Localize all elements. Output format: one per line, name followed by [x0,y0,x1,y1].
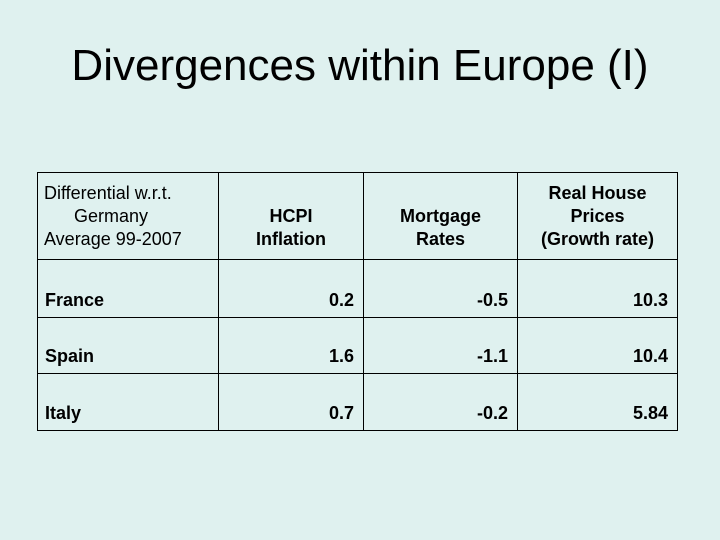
header-line: Inflation [256,229,326,249]
value-france-real-house-prices: 10.3 [517,259,678,318]
value-italy-real-house-prices: 5.84 [517,373,678,431]
value-france-mortgage-rates: -0.5 [363,259,518,318]
header-line: Prices [570,206,625,226]
header-line: Mortgage [400,206,481,226]
value-italy-hcpi-inflation: 0.7 [218,373,364,431]
row-label-spain: Spain [37,317,219,374]
header-line: Germany [74,206,149,226]
header-cell-differential: Differential w.r.t. Germany Average 99-2… [37,172,219,260]
header-cell-hcpi-inflation: HCPI Inflation [218,172,364,260]
header-line: (Growth rate) [540,229,654,249]
table-row-spain: Spain 1.6 -1.1 10.4 [37,317,678,374]
header-line: HCPI [269,206,313,226]
header-cell-real-house-prices: Real House Prices (Growth rate) [517,172,678,260]
header-line: Differential w.r.t. [44,183,172,203]
value-france-hcpi-inflation: 0.2 [218,259,364,318]
header-line: Average 99-2007 [44,229,182,249]
row-label-france: France [37,259,219,318]
table-header-row: Differential w.r.t. Germany Average 99-2… [37,172,678,260]
table-row-italy: Italy 0.7 -0.2 5.84 [37,373,678,431]
slide-title: Divergences within Europe (I) [71,41,649,90]
header-line: Real House [548,183,647,203]
header-cell-mortgage-rates: Mortgage Rates [363,172,518,260]
table-row-france: France 0.2 -0.5 10.3 [37,259,678,318]
value-spain-real-house-prices: 10.4 [517,317,678,374]
divergence-table: Differential w.r.t. Germany Average 99-2… [37,172,678,431]
value-italy-mortgage-rates: -0.2 [363,373,518,431]
row-label-italy: Italy [37,373,219,431]
value-spain-mortgage-rates: -1.1 [363,317,518,374]
value-spain-hcpi-inflation: 1.6 [218,317,364,374]
header-line: Rates [415,229,466,249]
